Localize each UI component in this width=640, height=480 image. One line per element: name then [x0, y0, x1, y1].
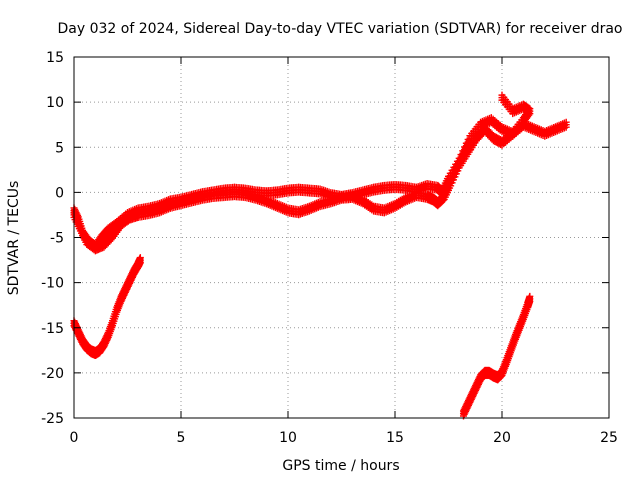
x-tick-label: 25 [600, 430, 618, 446]
y-tick-label: 0 [55, 185, 64, 201]
point-marker [562, 123, 570, 131]
y-tick-label: -20 [41, 366, 64, 382]
y-tick-label: 5 [55, 140, 64, 156]
x-tick-label: 5 [177, 430, 186, 446]
chart-title: Day 032 of 2024, Sidereal Day-to-day VTE… [57, 21, 622, 37]
y-tick-label: -25 [41, 411, 64, 427]
y-tick-label: 10 [46, 95, 64, 111]
grid-lines [74, 57, 609, 418]
y-axis-ticks: -25 -20 -15 -10 -5 0 5 10 15 [41, 50, 609, 427]
x-axis-label: GPS time / hours [282, 458, 399, 474]
y-axis-label: SDTVAR / TECUs [6, 181, 22, 296]
x-tick-label: 20 [493, 430, 511, 446]
x-tick-label: 0 [70, 430, 79, 446]
point-marker [498, 96, 506, 104]
y-tick-label: -15 [41, 321, 64, 337]
series-arc-late-low [459, 292, 534, 420]
data-points [70, 91, 570, 420]
series-arc-early-low [70, 254, 144, 360]
point-marker [526, 297, 534, 305]
point-marker [136, 259, 144, 267]
y-tick-label: -5 [50, 231, 64, 247]
x-tick-label: 10 [279, 430, 297, 446]
series-arc-main-lower [70, 91, 534, 255]
x-tick-label: 15 [386, 430, 404, 446]
x-axis-ticks: 0 5 10 15 20 25 [70, 57, 618, 446]
point-marker [104, 335, 112, 343]
y-tick-label: 15 [46, 50, 64, 66]
y-tick-label: -10 [41, 276, 64, 292]
